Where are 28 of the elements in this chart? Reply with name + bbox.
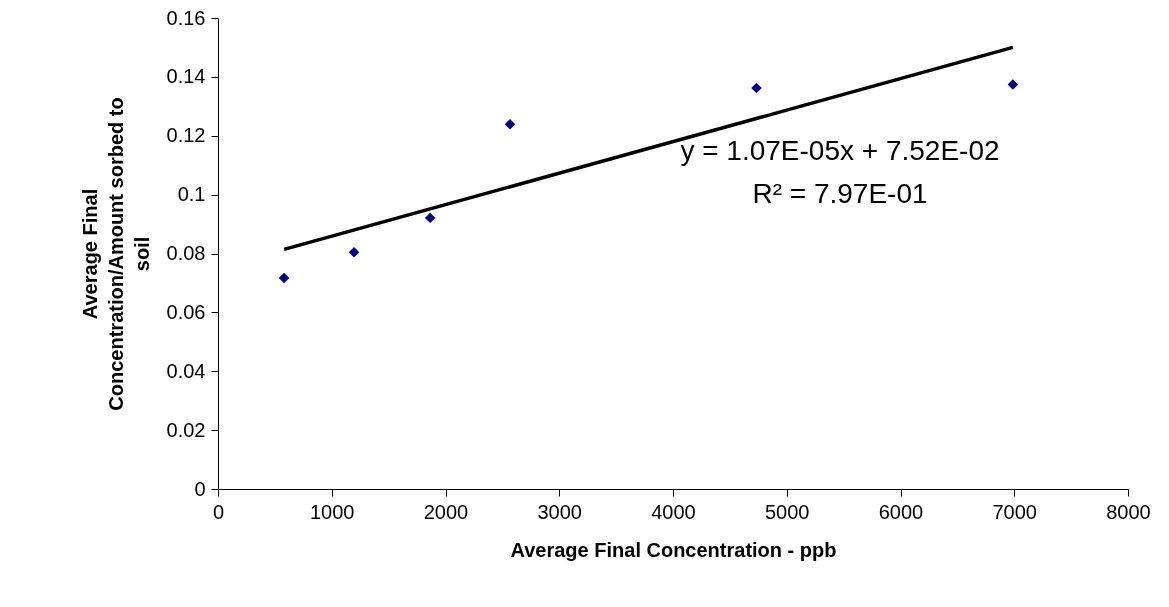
y-tick-label: 0 bbox=[194, 477, 206, 500]
x-tick-label: 8000 bbox=[1106, 500, 1151, 523]
point bbox=[504, 119, 516, 130]
y-axis-title: Average Final Concentration/Amount sorbed to soil bbox=[78, 97, 153, 411]
y-tick-label: 0.12 bbox=[166, 124, 206, 147]
x-tick-label: 3000 bbox=[537, 500, 582, 523]
x-tick-label: 1000 bbox=[310, 500, 355, 523]
y-tick-label: 0.08 bbox=[166, 242, 206, 264]
y-tick-label: 0.02 bbox=[166, 418, 206, 441]
x-tick-label: 2000 bbox=[423, 500, 469, 523]
x-tick-label: 6000 bbox=[878, 500, 924, 523]
point bbox=[424, 212, 436, 224]
point bbox=[751, 82, 762, 94]
annotation: R² = 7.97E-01 bbox=[752, 178, 928, 209]
point bbox=[348, 247, 360, 258]
y-tick-label: 0.1 bbox=[177, 183, 206, 206]
x-axis-title: Average Final Concentration - ppb bbox=[510, 538, 837, 561]
y-tick-label: 0.06 bbox=[166, 300, 206, 323]
point bbox=[1007, 79, 1019, 90]
x-tick-label: 0 bbox=[212, 500, 225, 523]
y-tick-label: 0.14 bbox=[166, 65, 206, 88]
x-tick-label: 7000 bbox=[992, 500, 1037, 523]
y-tick-label: 0.04 bbox=[166, 359, 206, 382]
x-tick-label: 4000 bbox=[651, 500, 696, 523]
point bbox=[278, 272, 290, 284]
x-tick-label: 5000 bbox=[765, 500, 810, 523]
annotation: y = 1.07E-05x + 7.52E-02 bbox=[680, 135, 1000, 166]
y-tick-label: 0.16 bbox=[166, 6, 206, 29]
